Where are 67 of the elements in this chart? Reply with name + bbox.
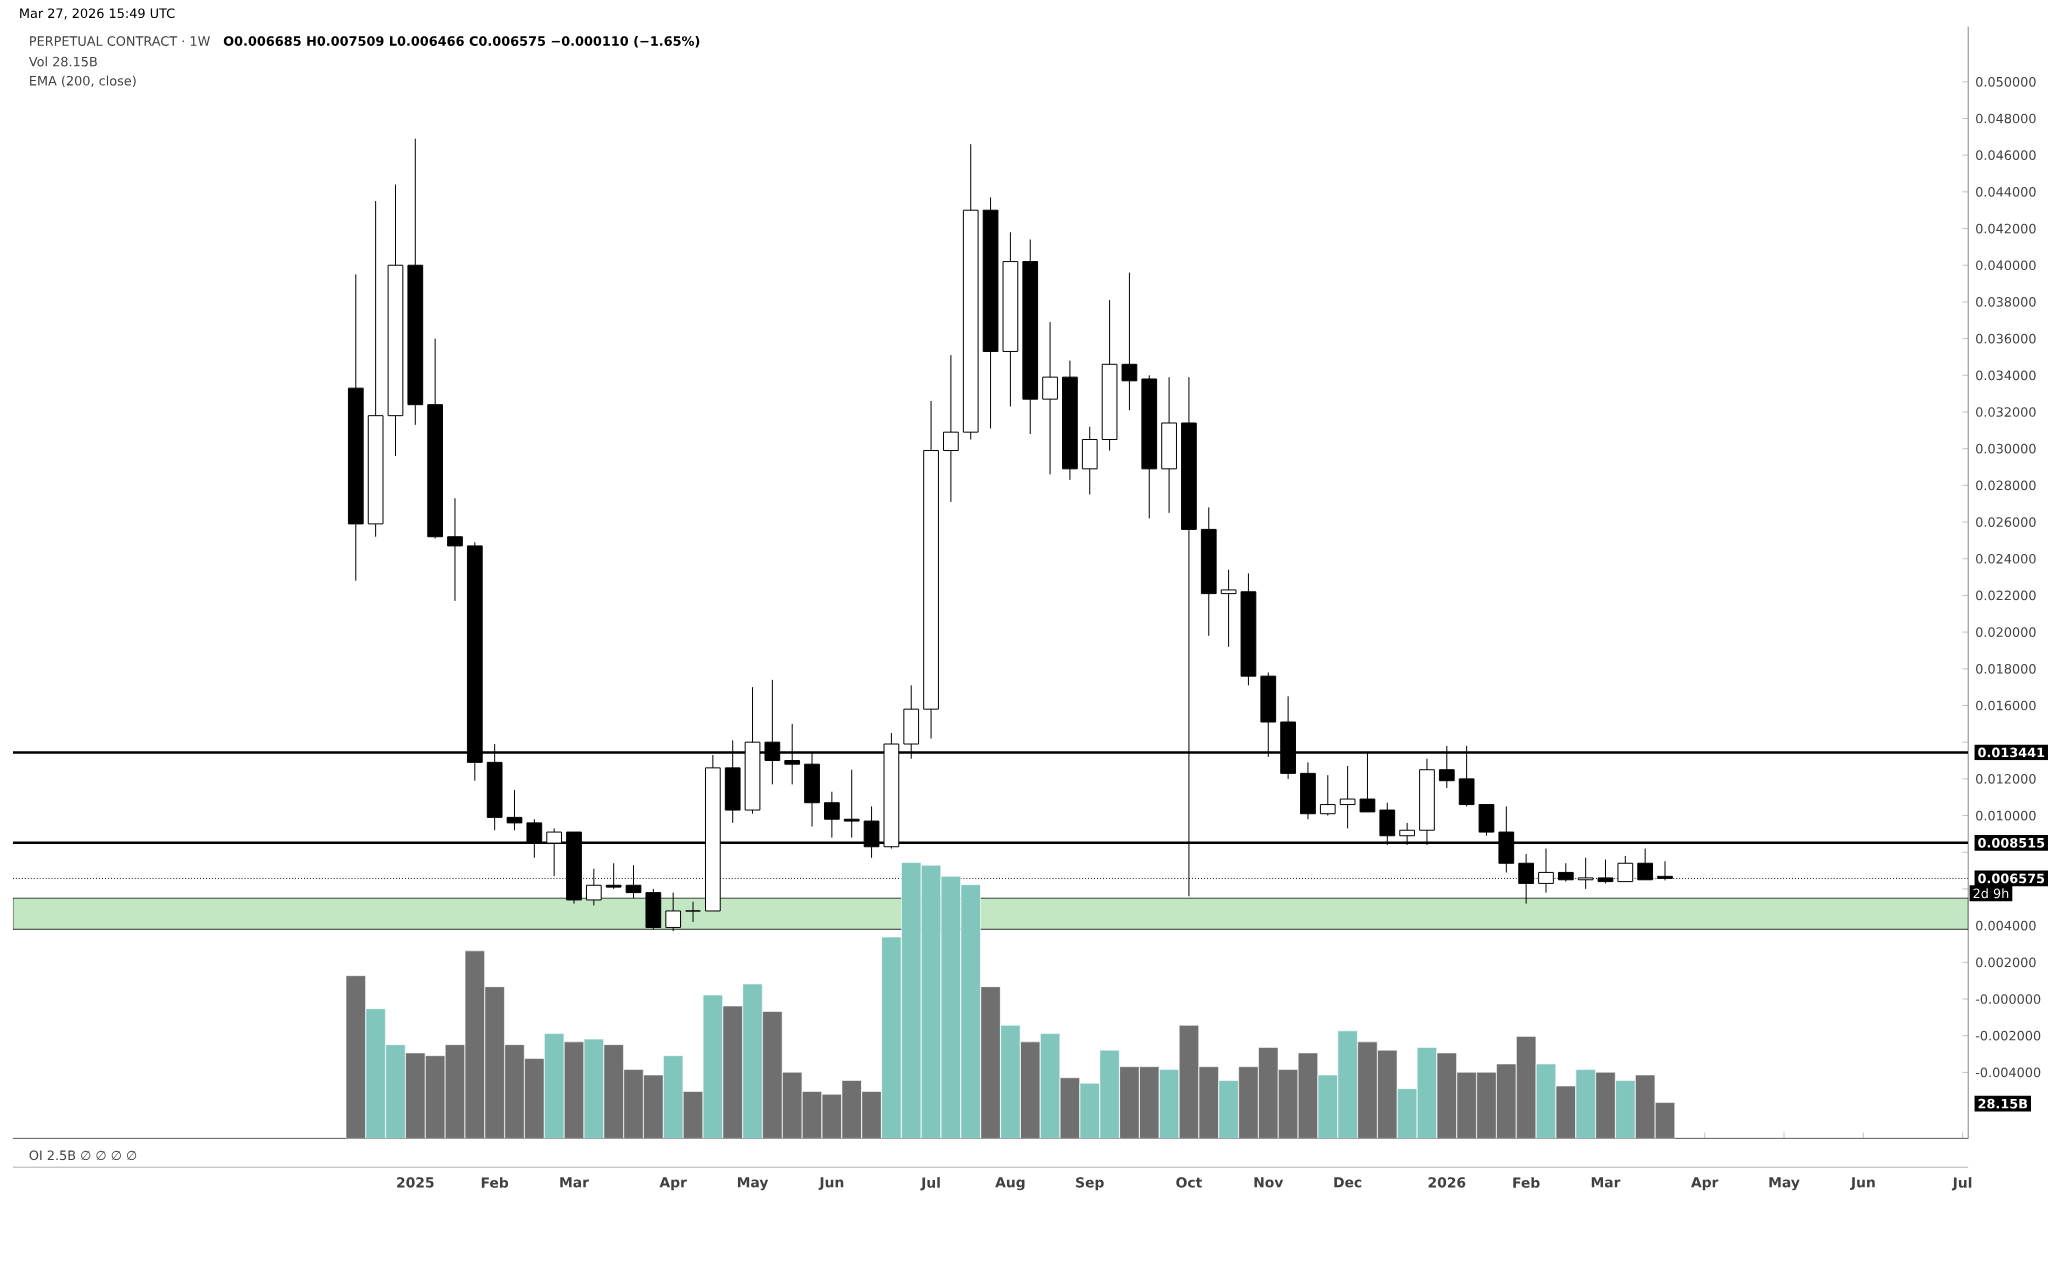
x-tick-label: Mar [560, 1177, 589, 1188]
y-tick-label: 0.040000 [1976, 260, 2036, 271]
y-tick-label: 0.018000 [1976, 664, 2036, 674]
y-tick-label: 0.026000 [1976, 517, 2036, 528]
text: PERPETUAL CONTRACT · 1W [30, 36, 210, 47]
y-tick-label: 0.046000 [1976, 150, 2036, 161]
candlestick [1319, 774, 1336, 817]
candlestick [1042, 321, 1058, 476]
x-tick-label: Jun [1850, 1177, 1875, 1191]
y-tick-label: 0.004000 [1976, 921, 2036, 931]
candlestick [943, 354, 959, 503]
x-tick-label: Feb [481, 1177, 509, 1189]
y-tick-label: 0.044000 [1976, 187, 2036, 197]
y-tick-label: 0.012000 [1976, 774, 2036, 784]
candlestick [1220, 569, 1237, 648]
y-tick-label: 0.028000 [1976, 480, 2036, 491]
candlestick [843, 769, 860, 839]
candlestick [685, 901, 701, 923]
candlestick [824, 791, 840, 839]
y-tick-label: -0.000000 [1975, 994, 2041, 1005]
text: O0.006685 H0.007509 L0.006466 C0.006575 −0.000110 (−1.65%) [223, 36, 700, 48]
x-tick-label: Dec [1334, 1177, 1362, 1188]
x-tick-label: Feb [1513, 1177, 1540, 1189]
candlestick [1121, 272, 1138, 411]
ref-line-label: 0.013441 [1978, 747, 2045, 758]
y-tick-label: 0.020000 [1976, 627, 2036, 638]
y-tick-label: 0.032000 [1976, 407, 2036, 418]
x-tick-label: Aug [995, 1177, 1025, 1191]
y-tick-label: 0.010000 [1976, 810, 2036, 821]
y-tick-label: 0.024000 [1976, 554, 2036, 564]
y-tick-label: 0.002000 [1976, 957, 2036, 968]
x-tick-label: Oct [1176, 1177, 1202, 1188]
x-tick-label: Jul [1951, 1177, 1972, 1191]
x-tick-label: Apr [1691, 1177, 1719, 1191]
candlestick [447, 497, 463, 602]
ref-line-label: 0.008515 [1978, 838, 2045, 848]
ref-line-label: 0.006575 [1978, 873, 2045, 884]
x-tick-label: Mar [1591, 1177, 1621, 1188]
y-tick-label: 0.048000 [1976, 113, 2036, 124]
candlestick [1657, 861, 1673, 882]
x-tick-label: Apr [659, 1177, 687, 1191]
y-tick-label: 0.050000 [1976, 77, 2036, 87]
x-tick-label: 2026 [1428, 1177, 1466, 1188]
y-tick-label: 0.034000 [1976, 370, 2036, 381]
text: 28.15B [1978, 1099, 2028, 1109]
candlestick [506, 789, 523, 831]
x-tick-label: Sep [1076, 1177, 1104, 1191]
x-tick-label: Jun [818, 1177, 844, 1191]
text: Mar 27, 2026 15:49 UTC [20, 8, 175, 20]
annotation: EMA (200, close) [30, 75, 136, 88]
y-tick-label: 0.038000 [1976, 297, 2036, 308]
y-tick-label: 0.036000 [1976, 334, 2036, 344]
y-tick-label: 0.016000 [1976, 700, 2036, 711]
candlestick [1339, 765, 1356, 830]
annotation: Vol 28.15B [28, 56, 97, 67]
x-tick-label: May [1769, 1177, 1800, 1191]
y-tick-label: -0.004000 [1975, 1067, 2041, 1078]
text: OI 2.5B ∅ ∅ ∅ ∅ [29, 1150, 137, 1161]
x-tick-label: May [737, 1177, 769, 1191]
y-tick-label: 0.022000 [1976, 590, 2036, 601]
x-tick-label: Jul [920, 1177, 940, 1191]
x-tick-label: 2025 [397, 1177, 434, 1188]
x-tick-label: Nov [1254, 1177, 1284, 1188]
text: 2d 9h [1973, 888, 2009, 899]
y-tick-label: 0.030000 [1976, 444, 2036, 454]
y-tick-label: 0.042000 [1976, 223, 2036, 234]
y-tick-label: -0.002000 [1975, 1031, 2041, 1041]
